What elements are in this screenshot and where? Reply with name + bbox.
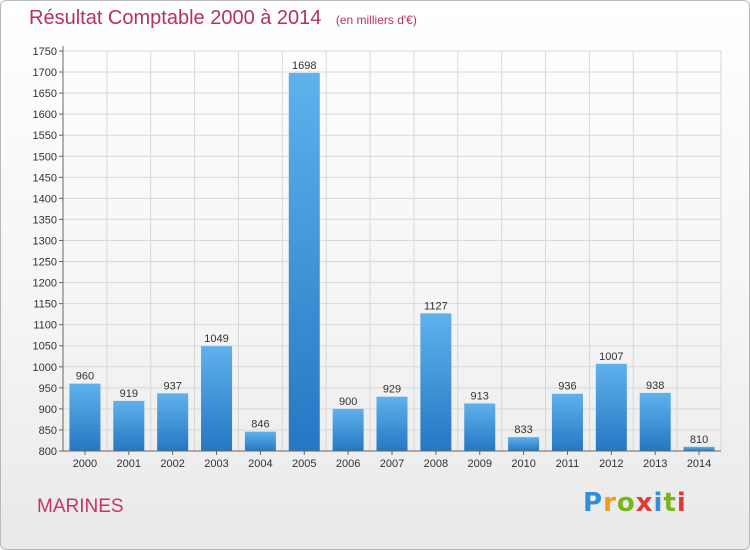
value-label-2004: 846 <box>251 419 269 431</box>
x-tick-label-2001: 2001 <box>117 458 141 470</box>
value-label-2002: 937 <box>163 380 181 392</box>
chart-title-unit: (en milliers d'€) <box>335 13 417 27</box>
logo-letter: i <box>676 488 687 518</box>
value-label-2013: 938 <box>646 380 664 392</box>
logo-letter: r <box>603 488 617 518</box>
value-label-2009: 913 <box>471 390 489 402</box>
y-tick-label: 1750 <box>33 46 57 58</box>
x-tick-label-2009: 2009 <box>467 458 491 470</box>
x-tick-label-2014: 2014 <box>687 458 711 470</box>
bar-2006 <box>332 408 364 451</box>
logo-letter: t <box>663 488 677 518</box>
y-tick-label: 1350 <box>33 214 57 226</box>
bar-2003 <box>201 346 233 451</box>
y-tick-label: 1500 <box>33 151 57 163</box>
y-tick-label: 1150 <box>33 299 57 311</box>
bar-2005 <box>288 72 320 451</box>
bar-2011 <box>551 393 583 451</box>
y-tick-label: 1300 <box>33 235 57 247</box>
y-tick-label: 1100 <box>33 320 57 332</box>
y-tick-label: 1000 <box>33 362 57 374</box>
y-tick-label: 800 <box>39 446 57 458</box>
x-tick-label-2004: 2004 <box>248 458 272 470</box>
value-label-2014: 810 <box>690 434 708 446</box>
value-label-2011: 936 <box>558 381 576 393</box>
x-tick-label-2008: 2008 <box>424 458 448 470</box>
town-name: MARINES <box>37 496 124 517</box>
value-label-2006: 900 <box>339 396 357 408</box>
chart-title-main: Résultat Comptable 2000 à 2014 <box>29 7 322 29</box>
bar-2009 <box>464 403 496 451</box>
x-tick-label-2012: 2012 <box>599 458 623 470</box>
y-tick-label: 900 <box>39 404 57 416</box>
x-tick-label-2003: 2003 <box>204 458 228 470</box>
x-tick-label-2007: 2007 <box>380 458 404 470</box>
bar-2008 <box>420 313 452 451</box>
y-tick-label: 1250 <box>33 257 57 269</box>
value-label-2012: 1007 <box>599 351 623 363</box>
y-tick-label: 1550 <box>33 130 57 142</box>
logo-letter: i <box>653 488 664 518</box>
y-tick-label: 950 <box>39 383 57 395</box>
y-tick-label: 1700 <box>33 67 57 79</box>
chart-title: Résultat Comptable 2000 à 2014 (en milli… <box>29 7 417 30</box>
x-tick-label-2005: 2005 <box>292 458 316 470</box>
logo-letter: x <box>635 488 654 518</box>
logo-letter: P <box>583 488 604 518</box>
y-tick-label: 850 <box>39 425 57 437</box>
y-tick-label: 1050 <box>33 341 57 353</box>
logo-letter: o <box>616 488 636 518</box>
bar-2012 <box>595 363 627 451</box>
y-tick-label: 1450 <box>33 172 57 184</box>
bar-2010 <box>508 437 540 451</box>
y-tick-label: 1600 <box>33 109 57 121</box>
y-tick-label: 1200 <box>33 278 57 290</box>
bar-2014 <box>683 446 715 451</box>
proxiti-logo: Proxiti <box>583 488 687 518</box>
bar-2002 <box>157 393 189 451</box>
bar-2013 <box>639 392 671 451</box>
bar-2007 <box>376 396 408 451</box>
bar-2001 <box>113 400 145 451</box>
value-label-2007: 929 <box>383 384 401 396</box>
y-tick-label: 1650 <box>33 88 57 100</box>
x-tick-label-2013: 2013 <box>643 458 667 470</box>
y-tick-label: 1400 <box>33 193 57 205</box>
value-label-2001: 919 <box>120 388 138 400</box>
bar-2000 <box>69 383 101 451</box>
value-label-2008: 1127 <box>424 300 448 312</box>
bar-2004 <box>244 431 276 451</box>
x-tick-label-2011: 2011 <box>556 458 580 470</box>
x-tick-label-2000: 2000 <box>73 458 97 470</box>
value-label-2005: 1698 <box>292 60 316 72</box>
x-tick-label-2010: 2010 <box>511 458 535 470</box>
x-tick-label-2006: 2006 <box>336 458 360 470</box>
value-label-2000: 960 <box>76 371 94 383</box>
value-label-2010: 833 <box>514 424 532 436</box>
value-label-2003: 1049 <box>204 333 228 345</box>
x-tick-label-2002: 2002 <box>160 458 184 470</box>
